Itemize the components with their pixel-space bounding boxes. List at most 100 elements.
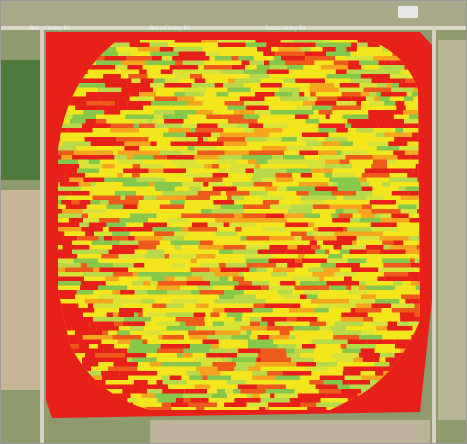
yield-strip xyxy=(281,303,301,308)
yield-strip xyxy=(300,195,323,200)
yield-strip xyxy=(299,92,305,97)
yield-strip xyxy=(407,173,420,178)
yield-strip xyxy=(73,258,99,263)
yield-strip xyxy=(320,263,336,268)
yield-strip xyxy=(81,213,88,218)
yield-strip xyxy=(389,74,409,79)
yield-strip xyxy=(231,357,257,362)
yield-strip xyxy=(156,195,186,200)
yield-strip xyxy=(96,119,107,124)
yield-strip xyxy=(80,263,88,268)
yield-strip xyxy=(59,182,79,187)
yield-strip xyxy=(286,348,295,353)
yield-strip xyxy=(319,276,324,281)
yield-strip xyxy=(337,186,362,191)
yield-strip xyxy=(164,254,170,259)
yield-strip xyxy=(243,254,274,259)
yield-strip xyxy=(323,380,343,385)
yield-strip xyxy=(308,101,316,106)
yield-strip xyxy=(199,240,214,245)
yield-strip xyxy=(171,299,198,304)
yield-strip xyxy=(306,231,313,236)
yield-strip xyxy=(233,389,241,394)
yield-strip xyxy=(183,393,212,398)
yield-strip xyxy=(379,65,405,70)
yield-strip xyxy=(131,384,143,389)
yield-strip xyxy=(58,276,84,281)
yield-strip xyxy=(375,69,401,74)
yield-strip xyxy=(99,96,107,101)
yield-strip xyxy=(336,236,357,241)
yield-strip xyxy=(98,87,122,92)
yield-strip xyxy=(254,164,260,169)
yield-strip xyxy=(120,290,135,295)
yield-strip xyxy=(62,245,90,250)
yield-strip xyxy=(380,218,410,223)
yield-strip xyxy=(328,254,343,259)
yield-strip xyxy=(333,245,342,250)
yield-strip xyxy=(166,272,193,277)
yield-strip xyxy=(326,281,351,286)
yield-strip xyxy=(127,398,137,403)
yield-strip xyxy=(351,281,359,286)
yield-strip xyxy=(382,182,391,187)
yield-strip xyxy=(373,96,380,101)
yield-strip xyxy=(81,123,96,128)
yield-strip xyxy=(164,83,192,88)
yield-strip xyxy=(160,69,173,74)
yield-strip xyxy=(133,380,148,385)
yield-strip xyxy=(87,375,102,380)
yield-strip xyxy=(289,308,296,313)
yield-strip xyxy=(69,119,86,124)
yield-strip xyxy=(270,393,275,398)
yield-strip xyxy=(58,213,82,218)
yield-strip xyxy=(198,245,224,250)
yield-strip xyxy=(58,101,82,106)
yield-strip xyxy=(295,258,302,263)
yield-strip xyxy=(179,321,186,326)
yield-strip xyxy=(97,321,115,326)
yield-strip xyxy=(345,155,373,160)
yield-strip xyxy=(377,276,385,281)
yield-strip xyxy=(314,186,338,191)
yield-strip xyxy=(237,353,258,358)
yield-strip xyxy=(189,186,201,191)
yield-strip xyxy=(162,335,184,340)
yield-strip xyxy=(174,110,197,115)
yield-strip xyxy=(390,168,414,173)
yield-strip xyxy=(211,164,219,169)
yield-strip xyxy=(351,42,358,47)
yield-strip xyxy=(249,191,268,196)
yield-strip xyxy=(227,195,232,200)
yield-strip xyxy=(379,249,406,254)
yield-strip xyxy=(299,281,327,286)
yield-strip xyxy=(149,182,154,187)
yield-strip xyxy=(361,213,375,218)
yield-strip xyxy=(319,155,346,160)
yield-strip xyxy=(183,87,207,92)
yield-strip xyxy=(86,371,102,376)
yield-strip xyxy=(58,240,72,245)
yield-strip xyxy=(219,132,238,137)
yield-strip xyxy=(61,200,72,205)
yield-strip xyxy=(225,263,247,268)
yield-strip xyxy=(207,222,224,227)
yield-strip xyxy=(217,40,229,43)
yield-strip xyxy=(127,101,152,106)
yield-strip xyxy=(210,281,239,286)
yield-strip xyxy=(186,281,211,286)
yield-strip xyxy=(322,195,337,200)
yield-strip xyxy=(63,236,68,241)
yield-strip xyxy=(168,128,184,133)
yield-strip xyxy=(147,290,168,295)
yield-strip xyxy=(253,182,273,187)
yield-strip xyxy=(406,92,413,97)
yield-strip xyxy=(366,339,375,344)
yield-strip xyxy=(403,96,414,101)
yield-strip xyxy=(323,267,340,272)
yield-strip xyxy=(124,141,151,146)
yield-strip xyxy=(313,227,319,232)
yield-strip xyxy=(212,308,225,313)
yield-strip xyxy=(272,267,295,272)
yield-strip xyxy=(361,173,390,178)
